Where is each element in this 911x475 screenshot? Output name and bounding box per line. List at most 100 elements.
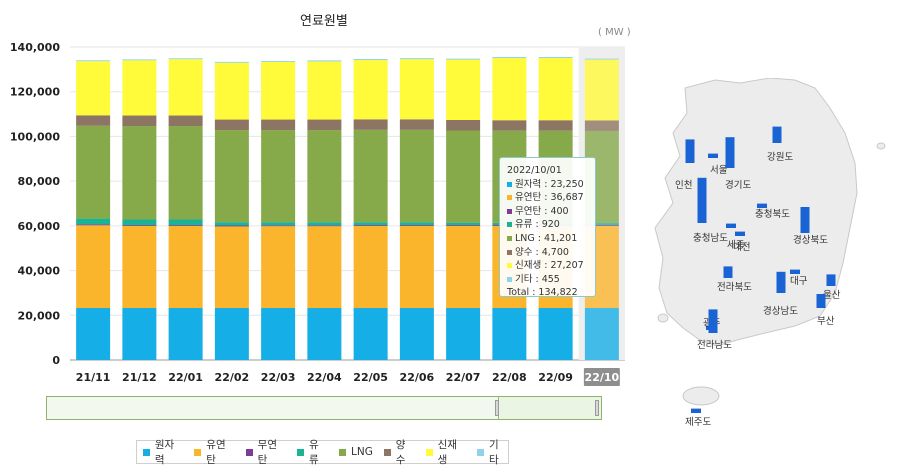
bar-segment[interactable]: [122, 60, 157, 116]
bar-segment[interactable]: [261, 226, 296, 309]
bar-segment[interactable]: [399, 225, 434, 226]
bar-segment[interactable]: [446, 308, 481, 360]
bar-segment[interactable]: [353, 59, 388, 61]
bar-segment[interactable]: [399, 119, 434, 130]
region-capacity-bar[interactable]: [708, 153, 718, 158]
region-capacity-bar[interactable]: [735, 231, 745, 236]
bar-segment[interactable]: [584, 308, 619, 360]
bar-segment[interactable]: [122, 219, 157, 226]
bar-segment[interactable]: [168, 126, 203, 220]
region-capacity-bar[interactable]: [685, 139, 695, 163]
bar-segment[interactable]: [261, 308, 296, 360]
bar-segment[interactable]: [399, 308, 434, 360]
bar-segment[interactable]: [214, 119, 249, 131]
bar-segment[interactable]: [76, 125, 111, 219]
bar-segment[interactable]: [307, 60, 342, 62]
bar-segment[interactable]: [399, 58, 434, 60]
x-tick-label[interactable]: 21/12: [122, 371, 157, 384]
bar-segment[interactable]: [261, 130, 296, 223]
region-capacity-bar[interactable]: [691, 408, 701, 413]
bar-segment[interactable]: [76, 115, 111, 126]
bar-segment[interactable]: [214, 225, 249, 227]
bar-segment[interactable]: [168, 225, 203, 309]
x-tick-label[interactable]: 22/06: [400, 371, 435, 384]
x-tick-label[interactable]: 22/02: [215, 371, 250, 384]
bar-segment[interactable]: [168, 58, 203, 60]
bar-segment[interactable]: [122, 308, 157, 360]
bar-segment[interactable]: [446, 225, 481, 309]
bar-segment[interactable]: [76, 60, 111, 62]
bar-segment[interactable]: [261, 61, 296, 120]
bar-segment[interactable]: [353, 222, 388, 226]
x-tick-label[interactable]: 22/04: [307, 371, 342, 384]
bar-segment[interactable]: [168, 225, 203, 226]
bar-segment[interactable]: [214, 130, 249, 223]
navigator-left-handle[interactable]: [495, 400, 499, 416]
bar-segment[interactable]: [261, 222, 296, 226]
bar-segment[interactable]: [214, 222, 249, 226]
bar-segment[interactable]: [214, 62, 249, 120]
bar-segment[interactable]: [307, 119, 342, 131]
bar-segment[interactable]: [122, 225, 157, 226]
bar-segment[interactable]: [76, 224, 111, 226]
bar-segment[interactable]: [399, 59, 434, 120]
bar-segment[interactable]: [307, 130, 342, 223]
legend-item[interactable]: 양수: [383, 437, 415, 467]
region-capacity-bar[interactable]: [723, 266, 733, 278]
bar-segment[interactable]: [307, 225, 342, 227]
bar-segment[interactable]: [584, 120, 619, 131]
bar-segment[interactable]: [492, 120, 527, 131]
bar-segment[interactable]: [538, 57, 573, 59]
bar-segment[interactable]: [214, 308, 249, 360]
region-capacity-bar[interactable]: [790, 269, 800, 274]
legend-item[interactable]: LNG: [339, 446, 373, 458]
bar-segment[interactable]: [122, 126, 157, 220]
bar-segment[interactable]: [446, 222, 481, 226]
bar-segment[interactable]: [584, 223, 619, 226]
bar-segment[interactable]: [168, 59, 203, 116]
x-tick-label[interactable]: 22/09: [538, 371, 573, 384]
bar-segment[interactable]: [446, 119, 481, 131]
bar-segment[interactable]: [353, 308, 388, 360]
bar-segment[interactable]: [584, 58, 619, 60]
bar-segment[interactable]: [76, 308, 111, 360]
bar-segment[interactable]: [168, 308, 203, 360]
x-tick-label[interactable]: 22/03: [261, 371, 296, 384]
bar-segment[interactable]: [76, 225, 111, 309]
x-tick-label[interactable]: 22/07: [446, 371, 481, 384]
bar-segment[interactable]: [307, 222, 342, 226]
navigator-right-handle[interactable]: [595, 400, 599, 416]
bar-segment[interactable]: [446, 58, 481, 60]
region-capacity-bar[interactable]: [708, 309, 718, 333]
bar-segment[interactable]: [261, 119, 296, 131]
region-capacity-bar[interactable]: [726, 223, 736, 228]
bar-segment[interactable]: [76, 218, 111, 225]
bar-segment[interactable]: [353, 60, 388, 120]
range-navigator[interactable]: [46, 396, 602, 420]
bar-segment[interactable]: [307, 226, 342, 309]
region-capacity-bar[interactable]: [776, 271, 786, 293]
bar-segment[interactable]: [168, 219, 203, 226]
bar-segment[interactable]: [76, 61, 111, 116]
region-capacity-bar[interactable]: [800, 207, 810, 233]
bar-segment[interactable]: [353, 129, 388, 223]
legend-item[interactable]: 유연탄: [194, 437, 234, 467]
bar-segment[interactable]: [446, 225, 481, 226]
navigator-track[interactable]: [47, 397, 499, 419]
region-capacity-bar[interactable]: [757, 203, 767, 208]
bar-segment[interactable]: [446, 59, 481, 120]
bar-segment[interactable]: [492, 57, 527, 59]
bar-segment[interactable]: [353, 225, 388, 226]
region-capacity-bar[interactable]: [816, 294, 826, 308]
bar-segment[interactable]: [399, 222, 434, 226]
bar-segment[interactable]: [538, 308, 573, 360]
bar-segment[interactable]: [399, 225, 434, 309]
legend-item[interactable]: 원자력: [143, 437, 183, 467]
bar-segment[interactable]: [538, 58, 573, 121]
region-capacity-bar[interactable]: [826, 274, 836, 286]
x-tick-label[interactable]: 22/08: [492, 371, 527, 384]
bar-segment[interactable]: [214, 61, 249, 63]
region-capacity-bar[interactable]: [697, 177, 707, 223]
bar-segment[interactable]: [492, 58, 527, 121]
region-capacity-bar[interactable]: [772, 126, 782, 143]
